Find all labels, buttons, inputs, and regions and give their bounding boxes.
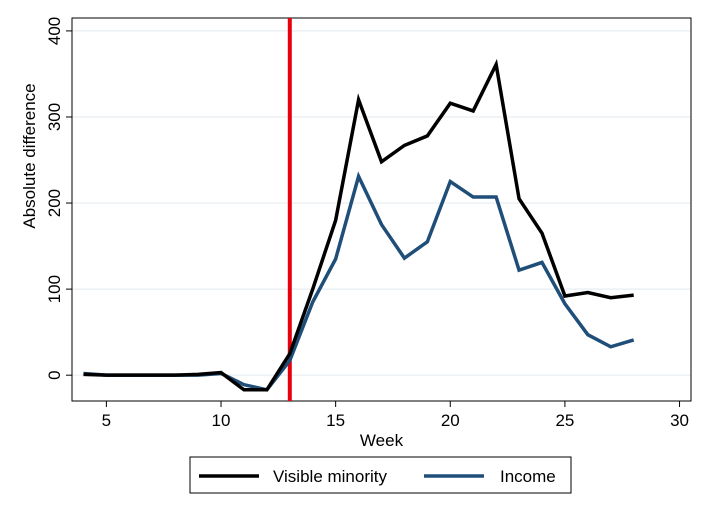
legend-label-income: Income — [500, 467, 556, 486]
series-line-visible-minority — [83, 58, 634, 392]
x-tick-label: 25 — [555, 411, 574, 430]
legend-label-visible-minority: Visible minority — [273, 467, 388, 486]
y-tick-label: 300 — [45, 103, 64, 131]
x-tick-label: 15 — [326, 411, 345, 430]
x-tick-label: 30 — [670, 411, 689, 430]
x-axis-title: Week — [360, 431, 404, 450]
x-tick-label: 5 — [102, 411, 111, 430]
y-tick-label: 200 — [45, 189, 64, 217]
y-axis-title: Absolute difference — [20, 83, 39, 228]
y-tick-label: 0 — [45, 370, 64, 379]
x-tick-label: 10 — [212, 411, 231, 430]
y-tick-label: 400 — [45, 17, 64, 45]
gridlines — [72, 30, 691, 376]
legend: Visible minority Income — [189, 456, 572, 494]
series-layer — [83, 58, 635, 392]
axes: 0 100 200 300 400 5 10 15 20 25 30 — [45, 17, 689, 430]
x-tick-label: 20 — [441, 411, 460, 430]
plot-area — [71, 17, 692, 402]
series-line-income — [83, 171, 635, 392]
y-tick-label: 100 — [45, 275, 64, 303]
